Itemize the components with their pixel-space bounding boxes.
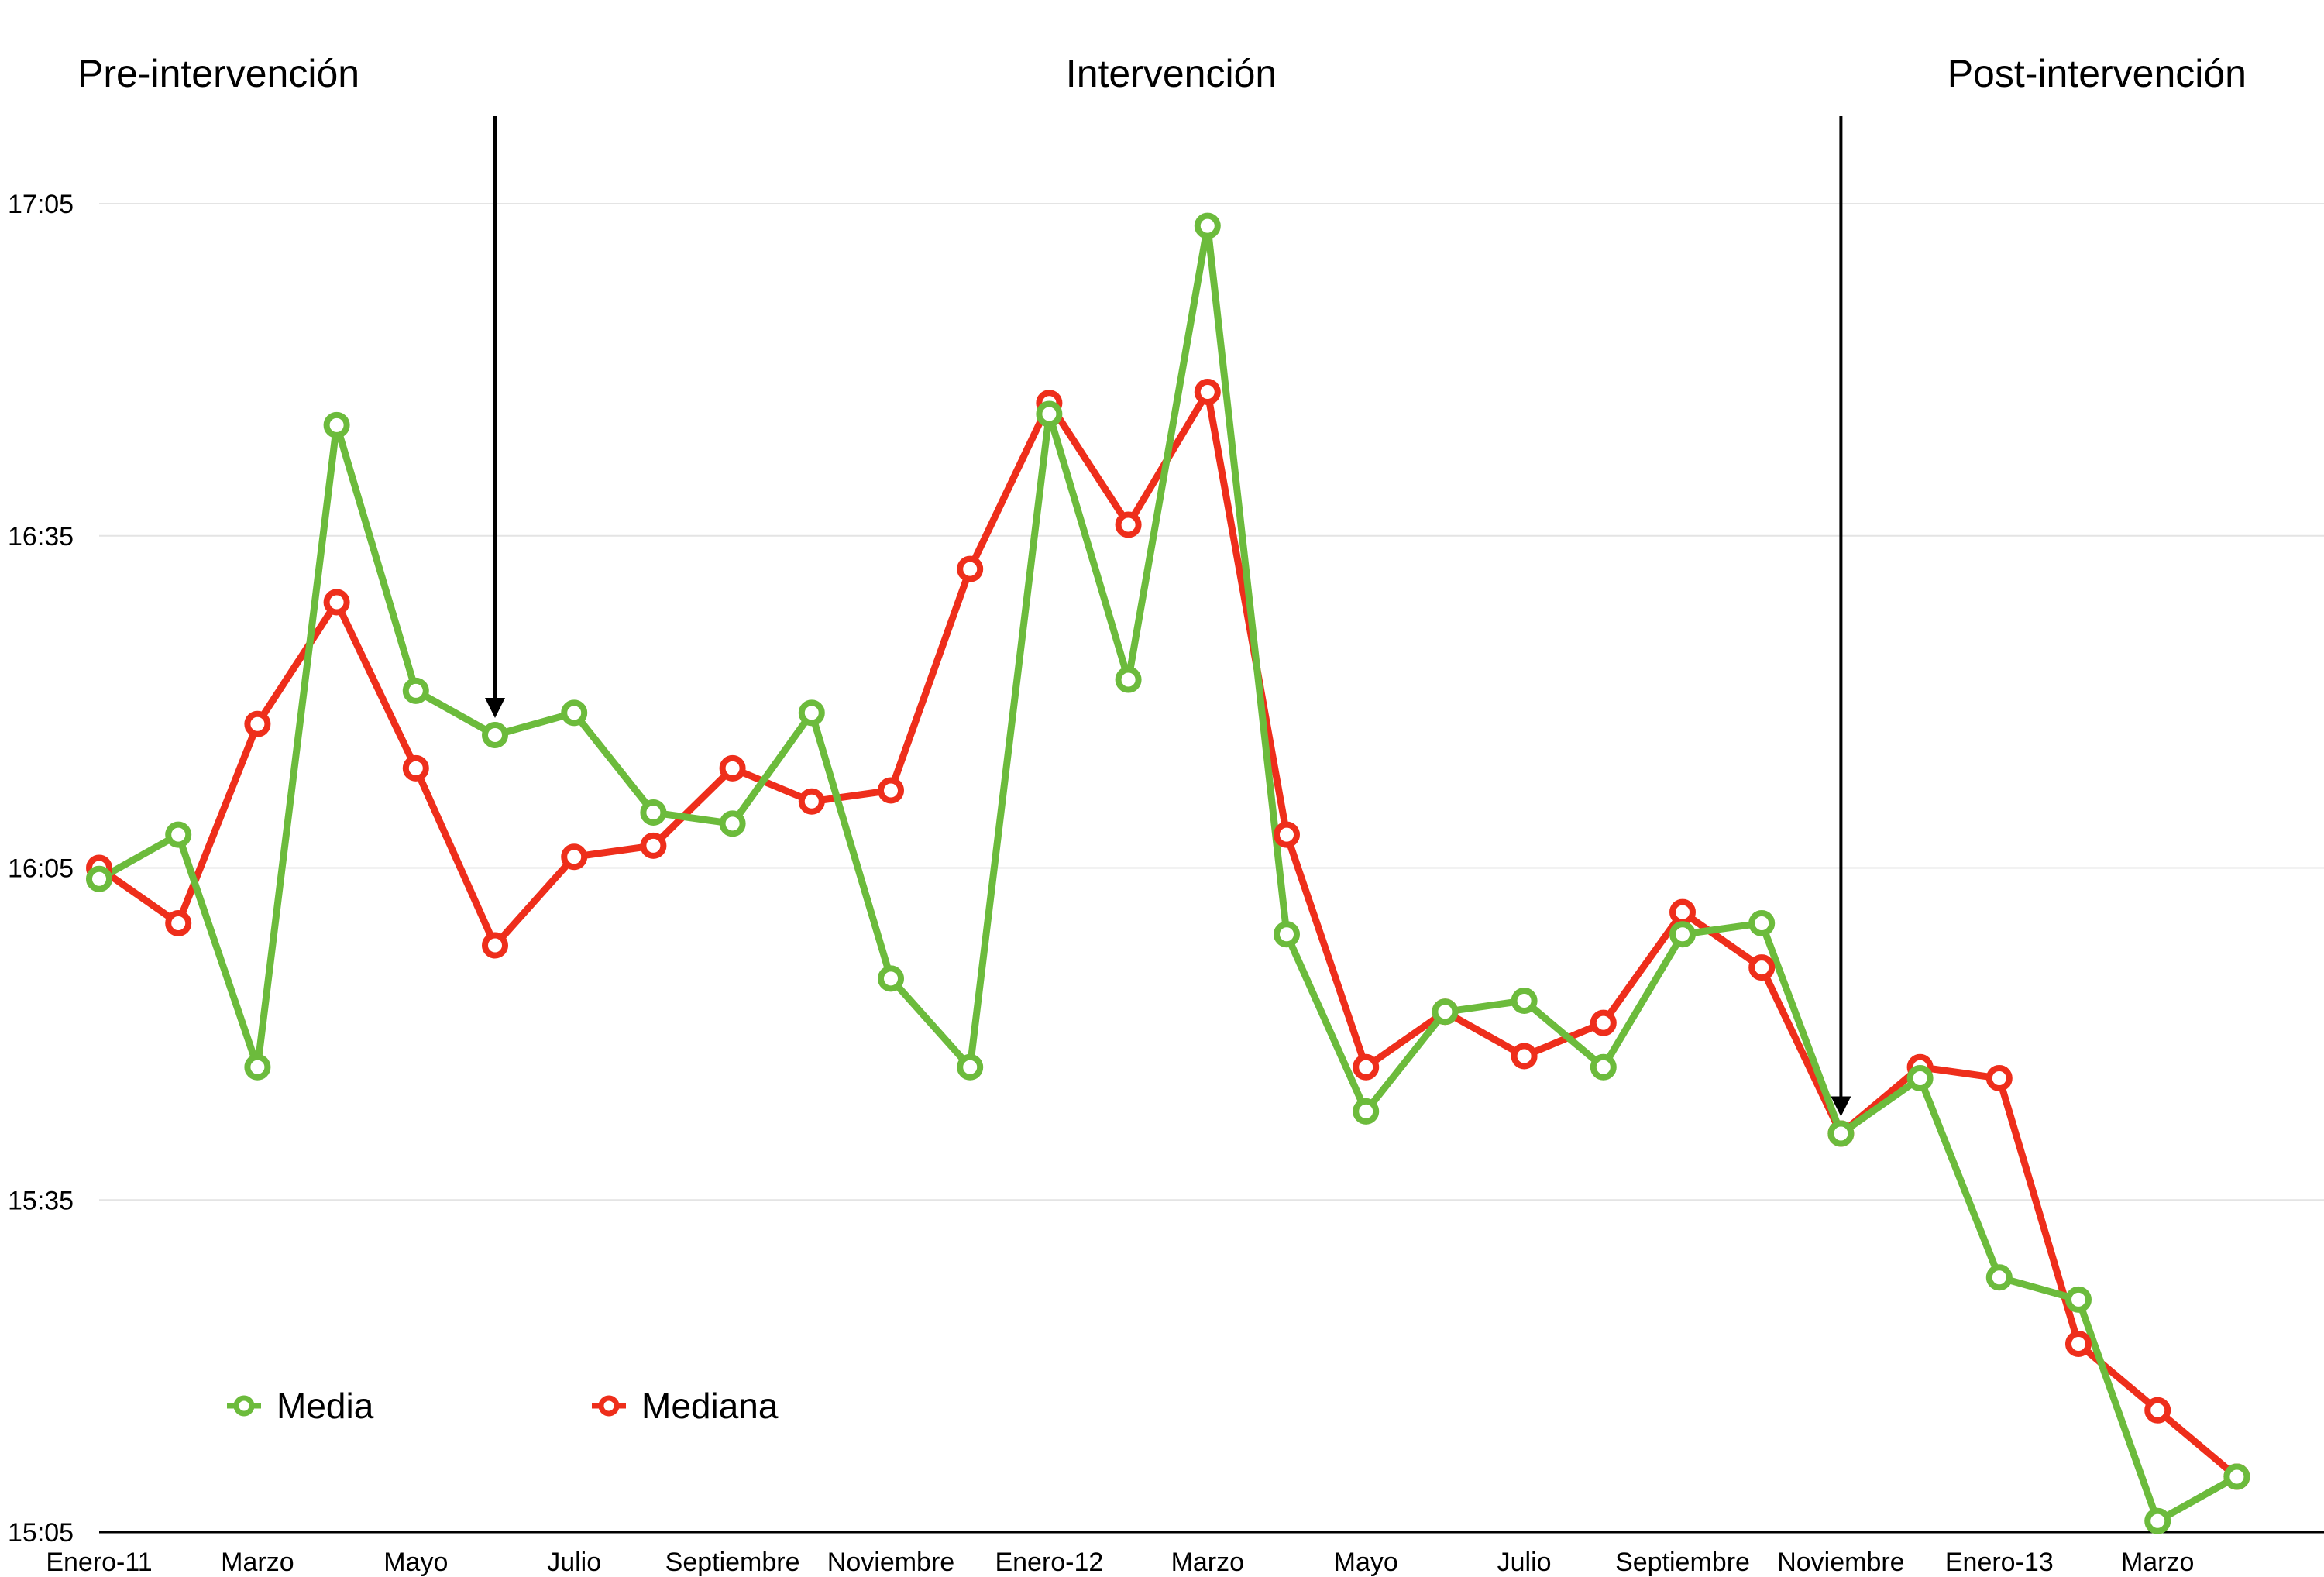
x-tick-label-12: Enero-13 bbox=[1945, 1548, 2054, 1577]
x-tick-label-8: Mayo bbox=[1334, 1548, 1398, 1577]
x-tick-label-4: Septiembre bbox=[665, 1548, 800, 1577]
x-tick-label-6: Enero-12 bbox=[995, 1548, 1103, 1577]
series-points bbox=[86, 212, 2250, 1534]
series-line-media bbox=[95, 222, 2240, 1525]
x-tick-label-1: Marzo bbox=[221, 1548, 294, 1577]
point-media-7 bbox=[640, 799, 667, 826]
x-tick-label-3: Julio bbox=[547, 1548, 601, 1577]
legend-swatch-marker-0 bbox=[233, 1395, 255, 1417]
point-media-4 bbox=[402, 677, 429, 704]
point-mediana-7 bbox=[640, 832, 667, 859]
x-tick-label-0: Enero-11 bbox=[46, 1548, 152, 1577]
point-mediana-25 bbox=[2065, 1331, 2092, 1358]
legend: Media Mediana bbox=[227, 1386, 779, 1426]
point-mediana-26 bbox=[2144, 1397, 2171, 1424]
point-media-13 bbox=[1115, 666, 1142, 693]
y-tick-label-3: 16:35 bbox=[8, 522, 74, 551]
point-mediana-21 bbox=[1748, 954, 1776, 981]
legend-label-0: Media bbox=[277, 1386, 374, 1426]
y-tick-label-4: 17:05 bbox=[8, 190, 74, 219]
x-tick-label-11: Noviembre bbox=[1777, 1548, 1904, 1577]
point-mediana-20 bbox=[1669, 898, 1696, 926]
point-mediana-18 bbox=[1511, 1043, 1538, 1070]
intervention-arrow-head-1 bbox=[1831, 1096, 1851, 1117]
point-media-18 bbox=[1511, 988, 1538, 1014]
point-media-19 bbox=[1590, 1053, 1617, 1081]
point-mediana-16 bbox=[1353, 1053, 1380, 1081]
phase-label-0: Pre-intervención bbox=[77, 52, 359, 95]
point-media-27 bbox=[2223, 1463, 2250, 1490]
point-mediana-2 bbox=[244, 710, 271, 737]
x-axis-ticks: Enero-11 Marzo Mayo Julio Septiembre Noviembr… bbox=[46, 1548, 2194, 1577]
x-tick-label-13: Marzo bbox=[2121, 1548, 2194, 1577]
point-media-21 bbox=[1748, 909, 1776, 936]
point-media-24 bbox=[1985, 1264, 2013, 1291]
series-lines bbox=[95, 222, 2240, 1525]
point-mediana-14 bbox=[1194, 378, 1221, 405]
series-line-mediana bbox=[95, 388, 2240, 1481]
point-mediana-15 bbox=[1274, 821, 1300, 848]
y-tick-label-2: 16:05 bbox=[8, 854, 74, 884]
phase-label-1: Intervención bbox=[1066, 52, 1277, 95]
point-mediana-13 bbox=[1115, 511, 1142, 538]
x-tick-label-2: Mayo bbox=[383, 1548, 448, 1577]
point-media-11 bbox=[957, 1053, 984, 1081]
phase-labels: Pre-intervención Intervención Post-interve… bbox=[77, 52, 2247, 95]
point-media-20 bbox=[1669, 921, 1696, 948]
point-mediana-4 bbox=[402, 754, 429, 782]
point-media-26 bbox=[2144, 1507, 2171, 1534]
point-media-0 bbox=[86, 865, 112, 892]
point-media-16 bbox=[1353, 1098, 1380, 1125]
intervention-arrows bbox=[485, 116, 1851, 1117]
point-media-14 bbox=[1194, 212, 1221, 239]
point-mediana-9 bbox=[798, 788, 825, 815]
y-tick-label-0: 15:05 bbox=[8, 1518, 74, 1548]
y-tick-label-1: 15:35 bbox=[8, 1186, 74, 1215]
point-mediana-8 bbox=[719, 754, 746, 782]
x-tick-label-10: Septiembre bbox=[1615, 1548, 1750, 1577]
gridlines bbox=[99, 203, 2324, 1201]
phase-label-2: Post-intervención bbox=[1948, 52, 2247, 95]
point-mediana-11 bbox=[957, 555, 984, 582]
x-tick-label-9: Julio bbox=[1497, 1548, 1552, 1577]
point-media-3 bbox=[323, 411, 350, 438]
point-mediana-1 bbox=[165, 909, 192, 936]
legend-label-1: Mediana bbox=[641, 1386, 779, 1426]
point-media-2 bbox=[244, 1053, 271, 1081]
point-media-9 bbox=[798, 699, 825, 727]
point-media-23 bbox=[1906, 1065, 1934, 1092]
y-axis-ticks: 15:05 15:35 16:05 16:35 17:05 bbox=[8, 190, 74, 1548]
point-mediana-19 bbox=[1590, 1009, 1617, 1036]
x-tick-label-7: Marzo bbox=[1171, 1548, 1244, 1577]
point-media-10 bbox=[878, 965, 904, 992]
point-mediana-10 bbox=[878, 777, 904, 804]
point-media-15 bbox=[1274, 921, 1300, 948]
point-mediana-24 bbox=[1985, 1065, 2013, 1092]
point-media-1 bbox=[165, 821, 192, 848]
x-tick-label-5: Noviembre bbox=[827, 1548, 954, 1577]
point-media-12 bbox=[1036, 400, 1063, 428]
legend-swatch-marker-1 bbox=[598, 1395, 620, 1417]
intervention-arrow-head-0 bbox=[485, 698, 505, 718]
point-media-17 bbox=[1432, 998, 1459, 1026]
point-media-25 bbox=[2065, 1286, 2092, 1313]
point-mediana-6 bbox=[561, 843, 588, 871]
point-mediana-3 bbox=[323, 589, 350, 616]
point-media-22 bbox=[1827, 1120, 1855, 1147]
point-media-5 bbox=[482, 722, 508, 748]
point-media-8 bbox=[719, 810, 746, 837]
point-media-6 bbox=[561, 699, 588, 727]
point-mediana-5 bbox=[482, 932, 508, 959]
